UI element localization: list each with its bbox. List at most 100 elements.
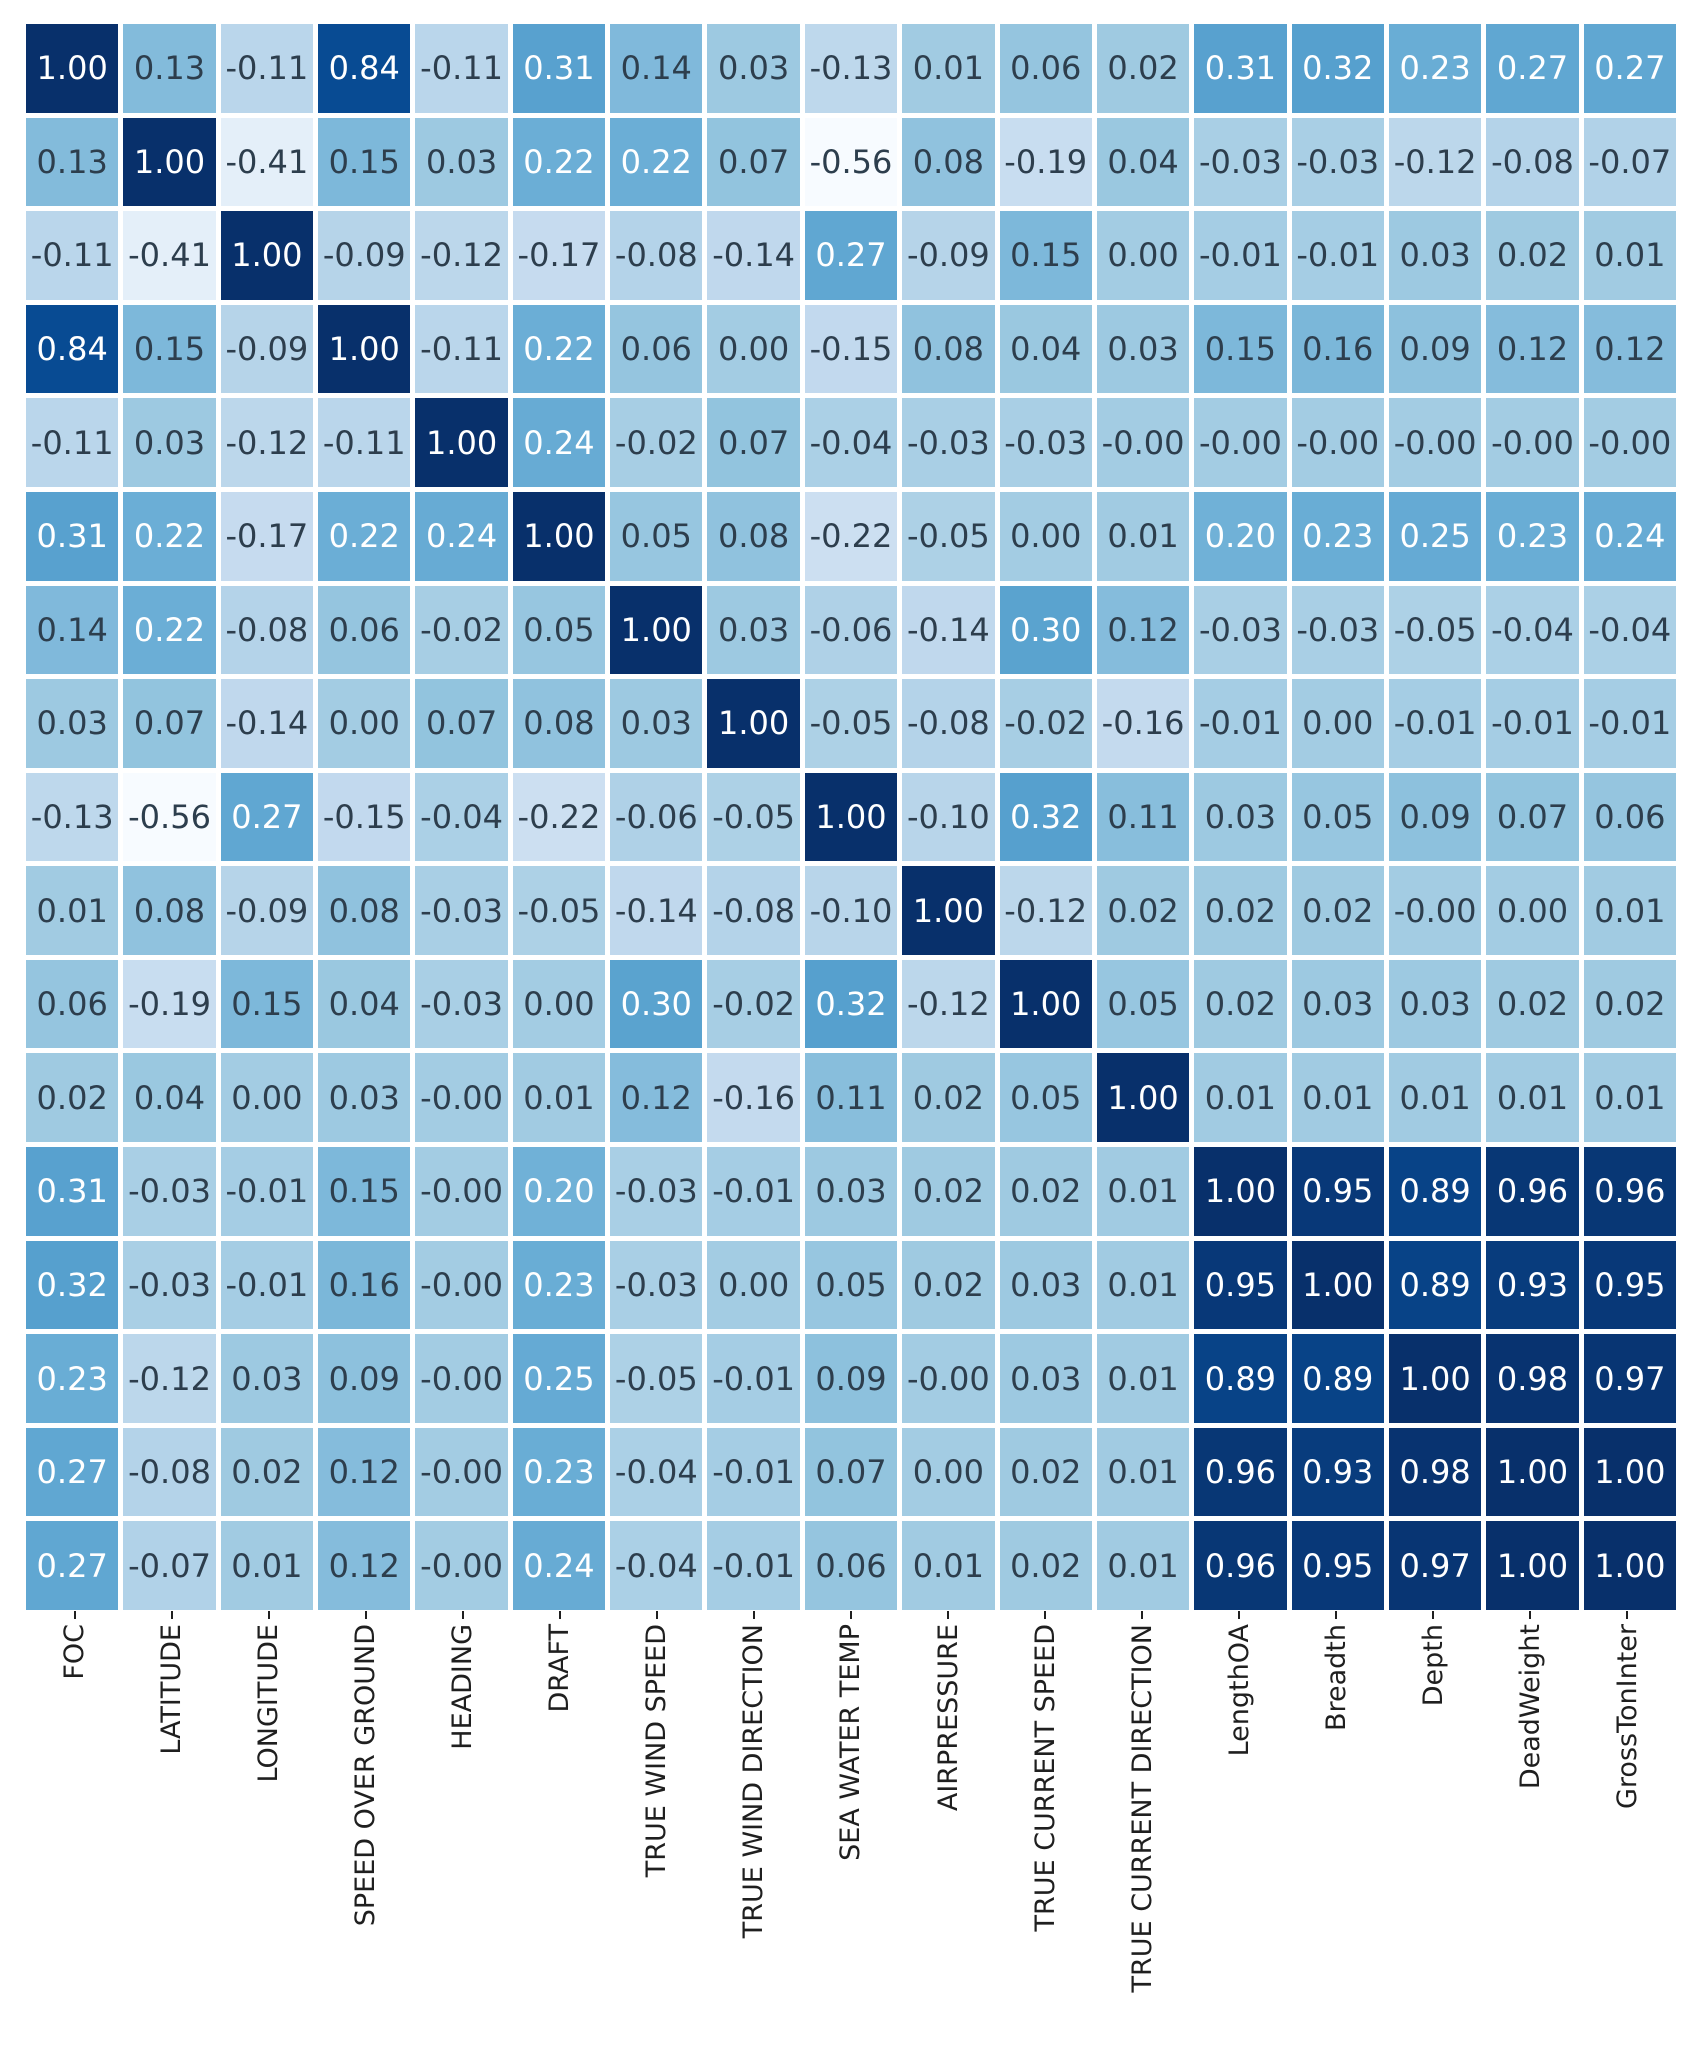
heatmap-cell: 0.01 [1583,211,1676,300]
heatmap-cell: -0.00 [902,1334,995,1423]
heatmap-cell: 0.15 [318,1147,411,1236]
heatmap-cell: 0.12 [610,1053,703,1143]
heatmap-cell: 0.05 [1096,959,1190,1049]
heatmap-cell: -0.15 [318,772,411,862]
heatmap-cell: 0.08 [707,491,800,581]
x-axis-tick-mark [1044,1611,1047,1619]
heatmap-cell: 0.00 [318,679,411,768]
heatmap-cell: 1.00 [1096,1053,1190,1143]
heatmap-cell: 0.11 [804,1053,898,1143]
heatmap-cell: -0.01 [1291,211,1384,300]
heatmap-cell: 0.04 [123,1053,216,1143]
heatmap-cell: 0.22 [123,585,216,675]
heatmap-cell: 0.03 [220,1334,314,1423]
heatmap-cell: 0.24 [512,398,606,487]
heatmap-cell: 0.84 [26,304,119,394]
heatmap-cell: 0.03 [318,1053,411,1143]
heatmap-cell: 0.02 [1194,959,1287,1049]
heatmap-cell: 0.27 [1583,24,1676,113]
heatmap-cell: 1.00 [1583,1427,1676,1517]
heatmap-cell: 0.08 [123,866,216,955]
heatmap-cell: 0.30 [610,959,703,1049]
heatmap-cell: 0.32 [26,1240,119,1330]
heatmap-cell: -0.04 [804,398,898,487]
heatmap-cell: -0.09 [318,211,411,300]
heatmap-cell: 0.96 [1583,1147,1676,1236]
heatmap-cell: 0.22 [512,304,606,394]
heatmap-cell: 0.08 [902,117,995,207]
heatmap-cell: -0.00 [1194,398,1287,487]
heatmap-cell: -0.03 [123,1147,216,1236]
heatmap-cell: -0.00 [1388,398,1482,487]
x-axis-label: TRUE CURRENT DIRECTION [1126,1624,1158,1993]
heatmap-cell: 0.15 [123,304,216,394]
heatmap-cell: 0.01 [902,1521,995,1610]
heatmap-cell: -0.06 [610,772,703,862]
heatmap-cell: 0.01 [220,1521,314,1610]
heatmap-cell: -0.04 [1486,585,1579,675]
heatmap-cell: 1.00 [1388,1334,1482,1423]
heatmap-cell: 1.00 [512,491,606,581]
heatmap-cell: 0.06 [26,959,119,1049]
x-axis-tick-mark [655,1611,658,1619]
heatmap-cell: 0.23 [1388,24,1482,113]
heatmap-cell: -0.56 [123,772,216,862]
x-axis-tick-mark [1335,1611,1338,1619]
heatmap-cell: 0.06 [610,304,703,394]
heatmap-cell: 0.32 [999,772,1092,862]
heatmap-cell: -0.15 [804,304,898,394]
x-axis-label: Breadth [1320,1624,1352,1732]
heatmap-cell: 0.23 [26,1334,119,1423]
heatmap-cell: -0.00 [415,1240,508,1330]
heatmap-cell: 0.03 [999,1240,1092,1330]
heatmap-cell: -0.05 [707,772,800,862]
heatmap-cell: -0.08 [220,585,314,675]
heatmap-cell: 0.05 [512,585,606,675]
x-axis-tick-mark [461,1611,464,1619]
heatmap-cell: 0.02 [1291,866,1384,955]
heatmap-cell: 0.03 [610,679,703,768]
heatmap-cell: 0.23 [512,1240,606,1330]
heatmap-cell: 0.05 [804,1240,898,1330]
heatmap-cell: -0.11 [415,304,508,394]
heatmap-cell: -0.05 [1388,585,1482,675]
heatmap-cell: 0.16 [318,1240,411,1330]
heatmap-cell: -0.03 [415,959,508,1049]
heatmap-cell: 1.00 [1583,1521,1676,1610]
x-axis-tick-mark [1432,1611,1435,1619]
heatmap-cell: 0.03 [1388,959,1482,1049]
heatmap-cell: -0.04 [610,1521,703,1610]
heatmap-cell: 0.89 [1291,1334,1384,1423]
heatmap-cell: 0.24 [415,491,508,581]
heatmap-cell: 0.01 [512,1053,606,1143]
heatmap-cell: 0.95 [1291,1521,1384,1610]
heatmap-cell: 0.02 [902,1240,995,1330]
heatmap-cell: -0.03 [1291,585,1384,675]
heatmap-cell: -0.16 [1096,679,1190,768]
heatmap-cell: 0.01 [26,866,119,955]
x-axis-tick-mark [170,1611,173,1619]
heatmap-cell: -0.06 [804,585,898,675]
heatmap-cell: 0.01 [1096,1334,1190,1423]
heatmap-cell: -0.12 [220,398,314,487]
heatmap-cell: -0.05 [610,1334,703,1423]
heatmap-cell: 1.00 [1486,1521,1579,1610]
heatmap-cell: 0.12 [1486,304,1579,394]
heatmap-cell: 0.03 [415,117,508,207]
heatmap-cell: -0.11 [26,211,119,300]
heatmap-cell: 0.25 [512,1334,606,1423]
heatmap-cell: 0.02 [902,1053,995,1143]
heatmap-cell: 0.01 [1291,1053,1384,1143]
heatmap-cell: 0.96 [1194,1427,1287,1517]
heatmap-cell: -0.01 [707,1521,800,1610]
heatmap-cell: 1.00 [999,959,1092,1049]
heatmap-cell: -0.12 [123,1334,216,1423]
heatmap-cell: -0.11 [415,24,508,113]
heatmap-cell: -0.01 [220,1147,314,1236]
heatmap-cell: 1.00 [1291,1240,1384,1330]
heatmap-cell: 0.32 [804,959,898,1049]
heatmap-cell: 0.06 [999,24,1092,113]
x-axis-label: LengthOA [1223,1624,1255,1757]
x-axis-labels: FOC LATITUDE LONGITUDE SPEED OVER GROUND HEA… [26,1624,1676,2064]
heatmap-cell: -0.11 [318,398,411,487]
